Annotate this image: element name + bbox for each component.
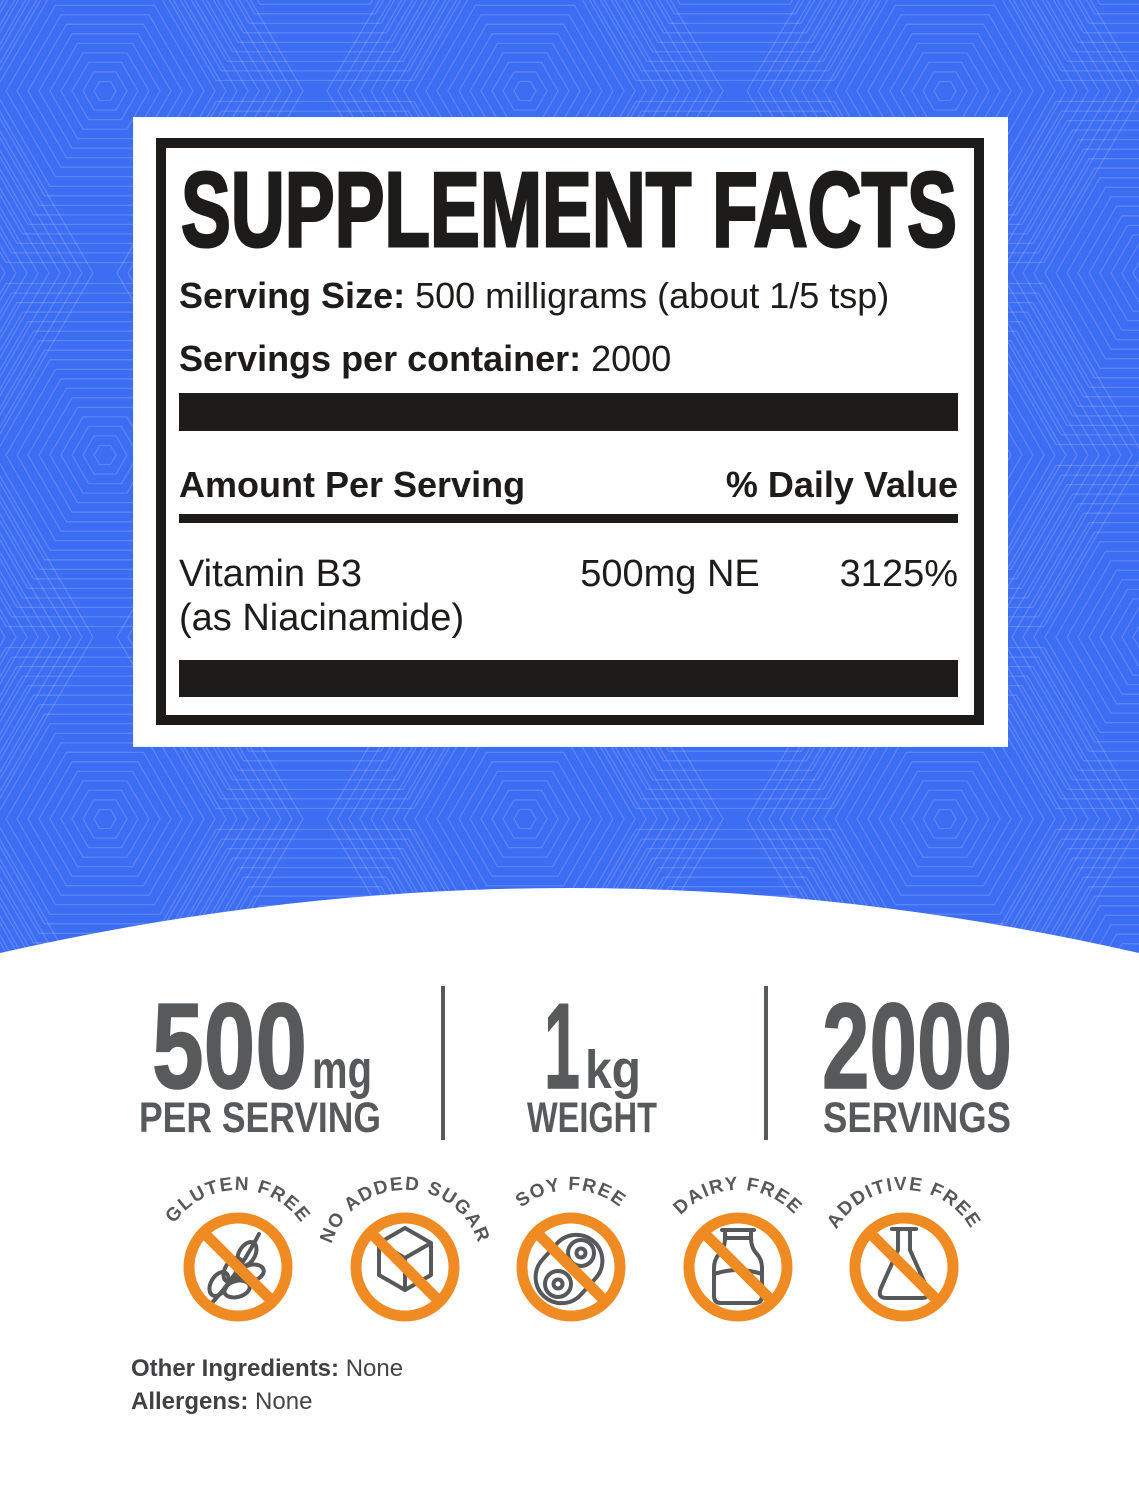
badge-additive-free: ADDITIVE FREE — [823, 1174, 985, 1322]
badge-arc-label: NO ADDED SUGAR — [320, 1174, 490, 1246]
serving-size-value: 500 milligrams (about 1/5 tsp) — [415, 275, 890, 316]
allergens-label: Allergens: — [131, 1388, 249, 1415]
supplement-facts-title: SUPPLEMENT FACTS — [180, 162, 959, 258]
amount-per-serving-header: Amount Per Serving — [179, 464, 526, 505]
serving-size-line: Serving Size: 500 milligrams (about 1/5 … — [179, 275, 889, 317]
daily-value-header: % Daily Value — [725, 464, 958, 505]
blue-hero-background: SUPPLEMENT FACTS Serving Size: 500 milli… — [0, 0, 1139, 960]
allergens-line: Allergens: None — [131, 1385, 403, 1418]
stat-weight: 1 kg WEIGHT — [527, 982, 657, 1142]
prohibition-slash-icon — [528, 1224, 614, 1310]
page-title: SUPPLEMENT FACTS — [181, 162, 957, 258]
footnotes: Other Ingredients: None Allergens: None — [131, 1352, 403, 1418]
prohibition-circle-icon — [849, 1212, 959, 1322]
stat-value: 1 — [544, 982, 580, 1114]
stat-divider — [764, 986, 768, 1140]
prohibition-slash-icon — [861, 1224, 947, 1310]
separator-bar-bottom — [179, 660, 958, 697]
nutrient-daily-value: 3125% — [839, 553, 958, 595]
white-curve-divider — [0, 888, 1139, 960]
prohibition-slash-icon — [695, 1224, 781, 1310]
nutrient-name: Vitamin B3 — [179, 553, 363, 595]
separator-bar-top — [179, 393, 958, 431]
stat-value: 500 — [152, 982, 307, 1114]
supplement-facts-border-box: SUPPLEMENT FACTS Serving Size: 500 milli… — [156, 138, 984, 725]
badge-soy-free: SOY FREE — [512, 1174, 630, 1322]
badge-arc-label: DAIRY FREE — [670, 1174, 807, 1219]
badge-gluten-free: GLUTEN FREE — [161, 1174, 313, 1322]
stat-unit: mg — [312, 1040, 372, 1100]
stat-divider — [441, 986, 445, 1140]
prohibition-circle-icon — [683, 1212, 793, 1322]
header-rule — [179, 514, 958, 523]
other-ingredients-value: None — [345, 1355, 404, 1382]
badge-arc-label: ADDITIVE FREE — [823, 1174, 985, 1233]
badge-dairy-free: DAIRY FREE — [670, 1174, 807, 1322]
stat-label: PER SERVING — [139, 1094, 381, 1142]
nutrient-amount: 500mg NE — [580, 553, 760, 595]
other-ingredients-line: Other Ingredients: None — [131, 1352, 403, 1385]
servings-per-container-value: 2000 — [591, 338, 672, 379]
serving-size-label: Serving Size: — [179, 275, 406, 316]
badge-arc-label: SOY FREE — [512, 1174, 630, 1212]
stat-value: 2000 — [822, 982, 1012, 1114]
prohibition-circle-icon — [350, 1212, 460, 1322]
stat-per-serving: 500 mg PER SERVING — [139, 982, 381, 1142]
prohibition-slash-icon — [362, 1224, 448, 1310]
servings-per-container-line: Servings per container: 2000 — [179, 338, 671, 380]
stat-label: WEIGHT — [527, 1094, 657, 1142]
stat-servings: 2000 SERVINGS — [821, 982, 1013, 1142]
nutrient-form: (as Niacinamide) — [179, 597, 465, 639]
prohibition-slash-icon — [195, 1224, 281, 1310]
badge-no-added-sugar: NO ADDED SUGAR — [320, 1174, 490, 1322]
stat-label: SERVINGS — [823, 1094, 1011, 1142]
prohibition-circle-icon — [183, 1212, 293, 1322]
stat-unit: kg — [585, 1040, 641, 1100]
allergens-value: None — [255, 1388, 313, 1415]
supplement-facts-panel: SUPPLEMENT FACTS Serving Size: 500 milli… — [133, 117, 1008, 747]
servings-per-container-label: Servings per container: — [179, 338, 582, 379]
prohibition-circle-icon — [516, 1212, 626, 1322]
other-ingredients-label: Other Ingredients: — [131, 1355, 340, 1382]
